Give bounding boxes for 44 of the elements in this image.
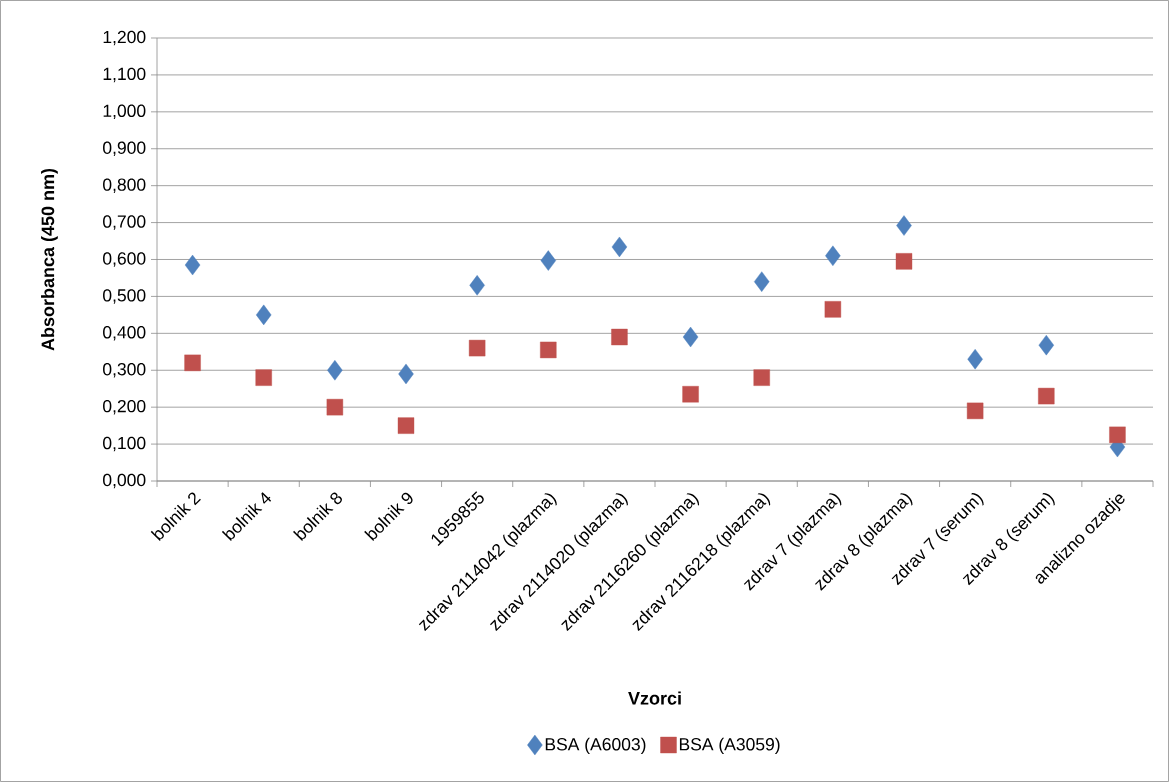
x-axis-title: Vzorci xyxy=(628,691,681,705)
point xyxy=(326,398,344,416)
point xyxy=(895,253,913,270)
y-tick-label: 0,900 xyxy=(103,141,146,156)
y-tick-label: 0,800 xyxy=(103,178,146,193)
point xyxy=(1038,334,1054,356)
y-tick-label: 0,200 xyxy=(103,399,146,415)
point xyxy=(611,328,628,346)
y-tick-label: 0,700 xyxy=(103,215,146,230)
y-tick-label: 0,600 xyxy=(103,252,146,267)
point xyxy=(896,215,912,236)
point xyxy=(966,402,984,420)
point xyxy=(469,275,485,296)
y-tick-label: 1,100 xyxy=(103,67,146,83)
point xyxy=(255,369,272,386)
point xyxy=(540,250,556,271)
point xyxy=(327,360,343,381)
point xyxy=(468,339,486,357)
y-tick-label: 0,000 xyxy=(103,473,146,489)
point xyxy=(824,301,842,318)
y-tick-label: 0,300 xyxy=(103,363,146,378)
point xyxy=(184,254,201,276)
point xyxy=(825,245,841,266)
legend-label: BSA (A3059) xyxy=(679,737,780,754)
y-axis-title: Absorbanca (450 nm) xyxy=(41,168,58,351)
point xyxy=(967,348,983,370)
point xyxy=(754,271,770,292)
point xyxy=(397,417,415,434)
point xyxy=(682,386,699,403)
point xyxy=(753,369,770,386)
y-tick-label: 1,000 xyxy=(103,104,146,120)
y-tick-label: 0,500 xyxy=(103,289,146,304)
point xyxy=(1109,426,1126,444)
y-tick-label: 1,200 xyxy=(103,30,146,46)
point xyxy=(540,341,557,359)
point xyxy=(611,236,628,258)
y-tick-label: 0,100 xyxy=(103,436,146,452)
point xyxy=(1038,387,1055,405)
point xyxy=(184,354,201,372)
legend-label: BSA (A6003) xyxy=(545,737,646,754)
y-tick-label: 0,400 xyxy=(103,326,146,341)
point xyxy=(682,326,699,348)
point xyxy=(398,363,414,385)
point xyxy=(256,304,272,326)
